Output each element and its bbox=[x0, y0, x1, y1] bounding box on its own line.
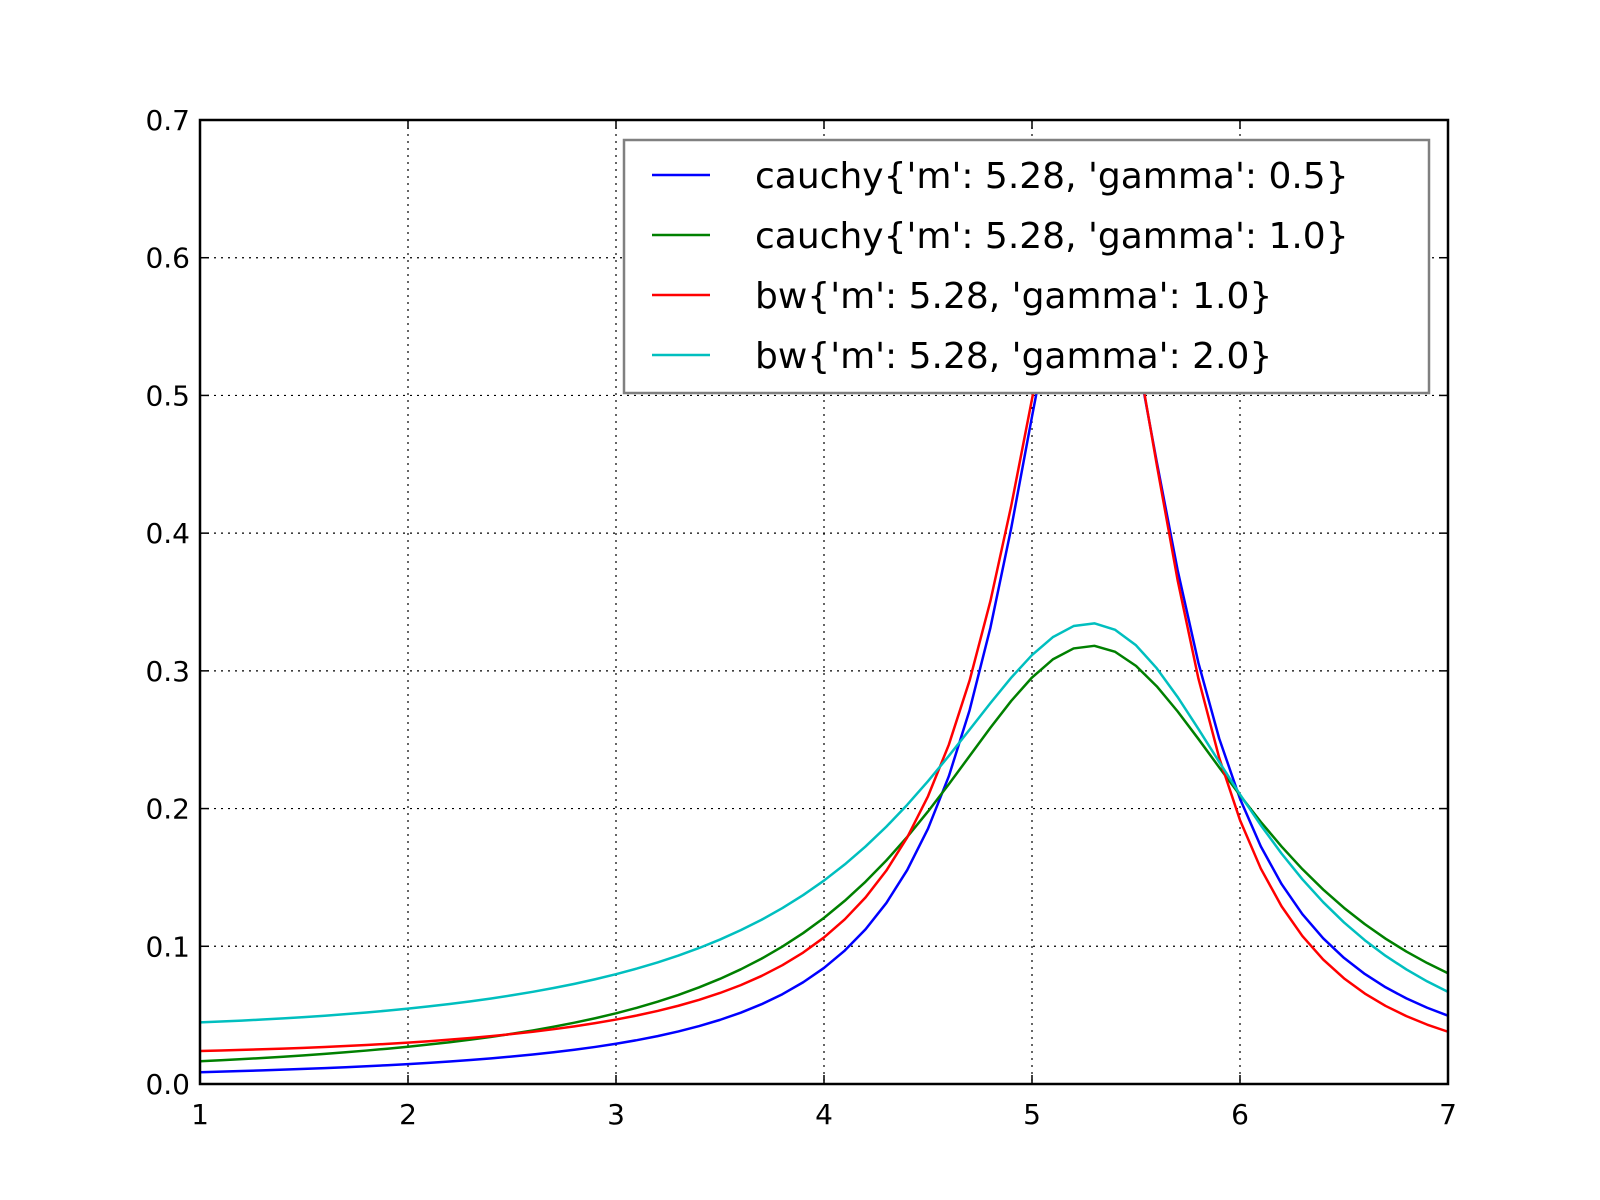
plot-frame bbox=[198, 118, 1450, 1086]
x-tick-label: 7 bbox=[1439, 1098, 1457, 1131]
legend: cauchy{'m': 5.28, 'gamma': 0.5} cauchy{'m… bbox=[622, 138, 1431, 395]
legend-label-2: bw{'m': 5.28, 'gamma': 1.0} bbox=[755, 276, 1272, 317]
y-tick-label: 0.2 bbox=[145, 793, 190, 826]
series-line-3 bbox=[199, 622, 1449, 1024]
y-tick-label: 0.0 bbox=[145, 1068, 190, 1101]
y-tick-label: 0.6 bbox=[145, 242, 190, 275]
y-tick-label: 0.3 bbox=[145, 655, 190, 688]
x-tick-label: 1 bbox=[191, 1098, 209, 1131]
x-tick-label: 2 bbox=[399, 1098, 417, 1131]
legend-box bbox=[622, 138, 1431, 395]
x-tick-label: 5 bbox=[1023, 1098, 1041, 1131]
x-tick-label: 6 bbox=[1231, 1098, 1249, 1131]
y-tick-label: 0.1 bbox=[145, 930, 190, 963]
legend-label-3: bw{'m': 5.28, 'gamma': 2.0} bbox=[755, 336, 1272, 377]
series-line-2 bbox=[199, 195, 1449, 1053]
series-line-0 bbox=[199, 207, 1449, 1074]
x-axis-tick-labels: 1 2 3 4 5 6 7 bbox=[191, 1098, 1457, 1131]
x-tick-label: 4 bbox=[815, 1098, 833, 1131]
legend-label-1: cauchy{'m': 5.28, 'gamma': 1.0} bbox=[755, 216, 1349, 257]
legend-label-0: cauchy{'m': 5.28, 'gamma': 0.5} bbox=[755, 156, 1349, 197]
x-tick-label: 3 bbox=[607, 1098, 625, 1131]
y-tick-label: 0.7 bbox=[145, 104, 190, 137]
y-axis-tick-labels: 0.0 0.1 0.2 0.3 0.4 0.5 0.6 0.7 bbox=[145, 104, 190, 1101]
y-tick-label: 0.4 bbox=[145, 517, 190, 550]
series-layer bbox=[199, 195, 1449, 1074]
y-tick-label: 0.5 bbox=[145, 379, 190, 412]
